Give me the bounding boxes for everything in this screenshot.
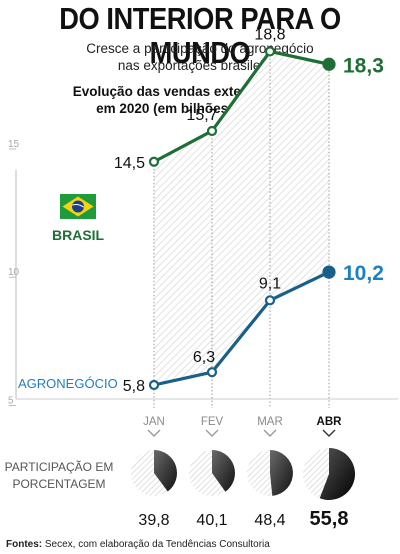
agro-point-fev	[206, 367, 218, 378]
chevron-down-icon	[263, 429, 277, 437]
chevron-down-icon	[147, 429, 161, 437]
agro-label-jan: 5,8	[123, 378, 145, 395]
x-tick-label-abr: ABR	[317, 416, 343, 428]
brasil-series-name: BRASIL	[52, 227, 105, 243]
x-tick-label-jan: JAN	[143, 416, 165, 428]
agro-label-fev: 6,3	[193, 349, 215, 366]
brasil-point-mar	[264, 46, 276, 57]
x-tick-label-fev: FEV	[201, 416, 224, 428]
brasil-point-abr	[322, 57, 336, 71]
brasil-label-fev: 15,7	[186, 107, 217, 124]
participation-title-line-2: PORCENTAGEM	[12, 477, 106, 491]
agro-series-name: AGRONEGÓCIO	[18, 376, 118, 391]
brasil-label-abr: 18,3	[343, 54, 384, 77]
subtitle-line-2: nas exportações brasileiras	[117, 58, 283, 73]
agro-series-line	[153, 270, 330, 387]
pie-slice-fev	[212, 450, 235, 492]
agro-point-abr	[322, 265, 336, 279]
pie-slice-abr	[319, 447, 356, 501]
brasil-series-line	[153, 49, 330, 164]
participation-label-fev: 40,1	[196, 512, 227, 529]
chevron-down-icon	[205, 429, 219, 437]
page-title: DO INTERIOR PARA O MUNDO	[59, 1, 341, 70]
participation-label-abr: 55,8	[310, 508, 349, 530]
brasil-point-jan	[148, 156, 160, 167]
source-label: Fontes:	[6, 539, 43, 550]
subtitle: Cresce a participação do agronegócio nas…	[0, 40, 400, 74]
pie-slice-jan	[154, 450, 178, 492]
brasil-label-jan: 14,5	[114, 155, 145, 172]
x-tick-label-mar: MAR	[257, 416, 283, 428]
subtitle-line-1: Cresce a participação do agronegócio	[86, 41, 314, 56]
agro-point-jan	[148, 379, 160, 391]
brazil-flag-icon	[60, 194, 96, 219]
y-tick-label-5: 5	[8, 396, 14, 407]
agro-label-mar: 9,1	[259, 275, 281, 292]
y-tick-label-10: 10	[8, 267, 20, 278]
participation-label-mar: 48,4	[254, 512, 285, 529]
source-note: Fontes: Secex, com elaboração da Tendênc…	[6, 539, 270, 550]
brasil-point-fev	[206, 125, 218, 137]
source-text: Secex, com elaboração da Tendências Cons…	[44, 539, 270, 550]
participation-label-jan: 39,8	[138, 512, 169, 529]
brasil-label-mar: 18,8	[254, 26, 285, 43]
participation-title: PARTICIPAÇÃO EM PORCENTAGEM	[0, 459, 118, 493]
chevron-down-icon	[322, 429, 336, 437]
agro-point-mar	[264, 295, 276, 306]
y-tick-label-15: 15	[8, 139, 20, 150]
participation-title-line-1: PARTICIPAÇÃO EM	[4, 460, 114, 474]
agro-label-abr: 10,2	[343, 262, 384, 285]
area-between-series	[154, 51, 329, 386]
pie-slice-mar	[270, 450, 293, 496]
